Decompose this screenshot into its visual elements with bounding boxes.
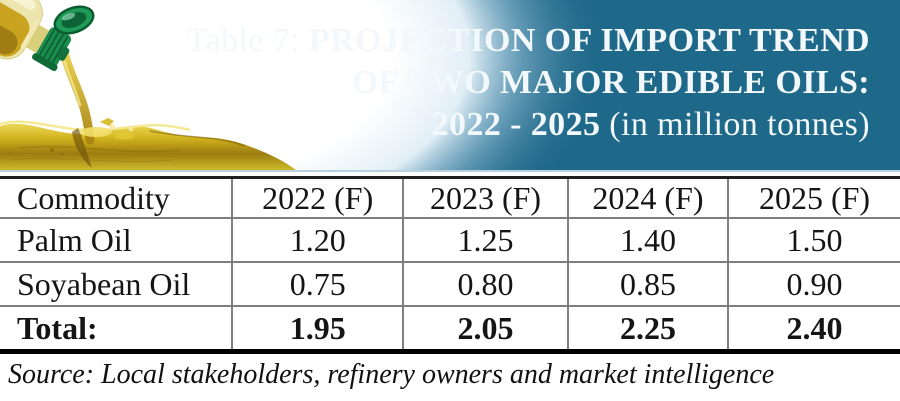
page-title: Table 7: PROJECTION OF IMPORT TREND OF T… [187,20,870,146]
column-header-2024f: 2024 (F) [566,177,729,219]
cell-palm-oil-2025: 1.50 [727,218,900,263]
cell-palm-oil-2024: 1.40 [566,218,729,263]
background-glow [0,0,610,170]
oil-splash [80,118,134,140]
oil-bottle-pour-illustration [0,0,900,170]
row-label-total: Total: [17,309,98,346]
title-line-2-bold: OF TWO MAJOR EDIBLE OILS: [351,64,870,101]
oil-pool [0,120,296,170]
cell-soyabean-oil-2022: 0.75 [231,262,404,307]
cell-soyabean-oil-2025: 0.90 [727,262,900,307]
table-header-row: Commodity 2022 (F) 2023 (F) 2024 (F) 202… [0,177,900,219]
cap-flip-lid [53,5,95,35]
cell-total-2022: 1.95 [231,306,404,352]
column-header-2025f: 2025 (F) [727,177,900,219]
cell-palm-oil-2022: 1.20 [231,218,404,263]
column-header-2022f: 2022 (F) [231,177,404,219]
cell-total-2024: 2.25 [566,306,729,352]
column-header-commodity: Commodity [0,177,233,219]
title-line-3-bold: 2022 - 2025 [431,106,601,143]
title-line-2: OF TWO MAJOR EDIBLE OILS: [187,62,870,104]
table-row-total: Total: 1.95 2.05 2.25 2.40 [0,306,900,352]
row-label-soyabean-oil: Soyabean Oil [0,262,233,307]
row-label-palm-oil: Palm Oil [0,218,233,263]
oil-bottle [0,0,72,72]
bottle-neck [24,23,50,54]
cell-soyabean-oil-2024: 0.85 [566,262,729,307]
title-line-1-bold: PROJECTION OF IMPORT TREND [308,22,870,59]
cell-total-2023: 2.05 [402,306,568,352]
table-row-palm-oil: Palm Oil 1.20 1.25 1.40 1.50 [0,218,900,263]
cell-total-2025: 2.40 [727,306,900,352]
title-line-3: 2022 - 2025 (in million tonnes) [187,104,870,146]
source-note: Source: Local stakeholders, refinery own… [8,359,775,390]
cell-soyabean-oil-2023: 0.80 [402,262,568,307]
title-line-1: Table 7: PROJECTION OF IMPORT TREND [187,20,870,62]
header-divider-rule [0,170,900,172]
title-prefix: Table 7: [186,22,300,59]
table-row-soyabean-oil: Soyabean Oil 0.75 0.80 0.85 0.90 [0,262,900,307]
column-header-2023f: 2023 (F) [402,177,568,219]
import-projection-table: Commodity 2022 (F) 2023 (F) 2024 (F) 202… [0,176,900,354]
title-suffix: (in million tonnes) [609,106,870,143]
header-band: Table 7: PROJECTION OF IMPORT TREND OF T… [0,0,900,170]
cap-spout [57,46,70,61]
cell-palm-oil-2023: 1.25 [402,218,568,263]
